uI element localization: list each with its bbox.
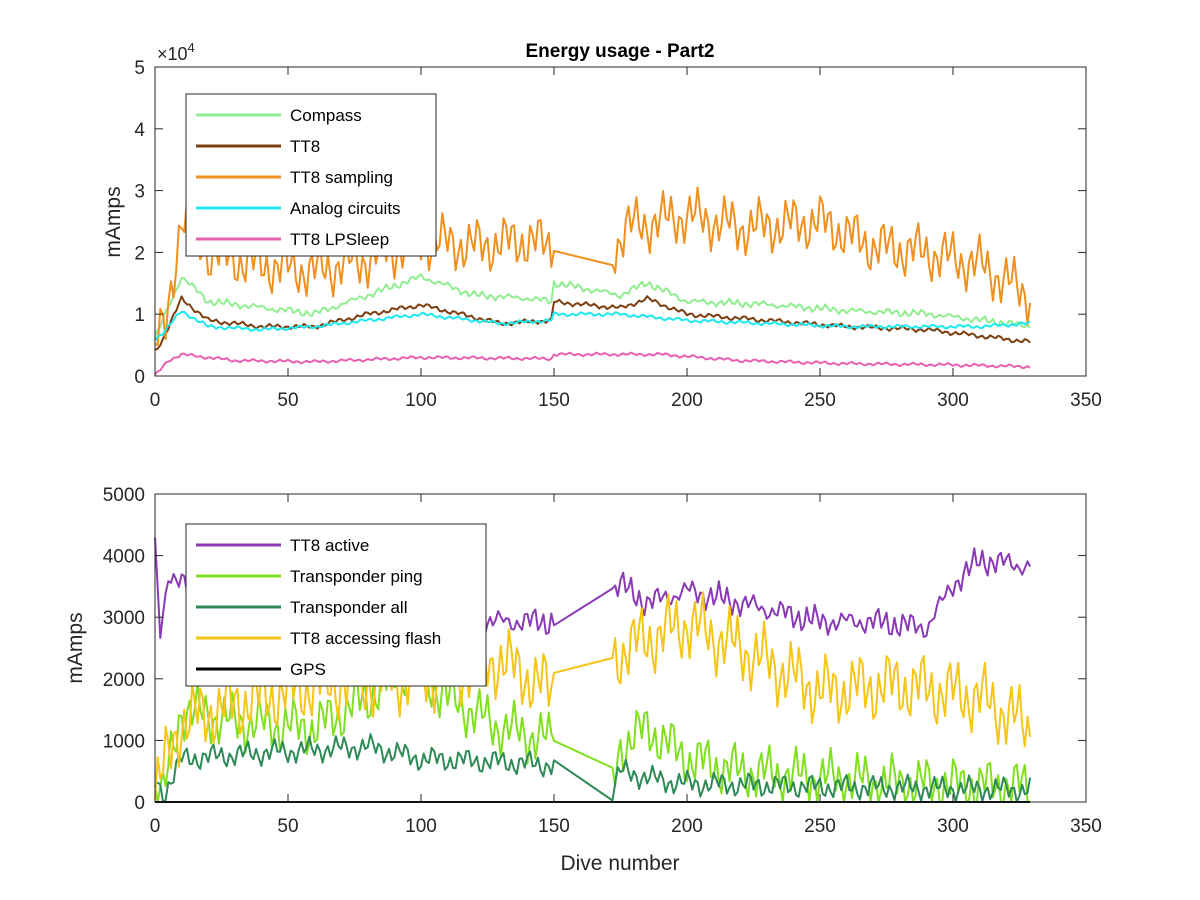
bottom-series-line-3: [154, 733, 1032, 803]
top-y-tick-label: 4: [134, 120, 145, 141]
top-series-line-4: [154, 310, 1031, 342]
top-legend-box: [185, 93, 437, 257]
bottom-legend-label: Transponder all: [290, 598, 408, 617]
top-ticks: 0 50 100 150 200 250 300 350 0 1 2 3 4 5: [134, 58, 1101, 411]
bottom-x-tick-label: 100: [405, 816, 437, 837]
bottom-y-tick-label: 0: [134, 793, 145, 814]
bottom-ticks: 0 50 100 150 200 250 300 350 0 1000 2000 3000 4000 50…: [103, 485, 1102, 837]
bottom-x-tick-label: 300: [937, 816, 969, 837]
top-x-tick-label: 0: [150, 390, 161, 411]
top-x-tick-label: 50: [277, 390, 298, 411]
bottom-legend-label: TT8 active: [290, 536, 369, 555]
y-exponent-label: ×104: [157, 40, 195, 64]
top-y-tick-label: 5: [134, 58, 145, 79]
top-x-tick-label: 350: [1070, 390, 1102, 411]
bottom-legend-box: [185, 523, 487, 687]
bottom-series-line-2: [154, 648, 1031, 803]
bottom-x-tick-label: 350: [1070, 816, 1102, 837]
bottom-x-tick-label: 200: [671, 816, 703, 837]
top-y-tick-label: 3: [134, 182, 145, 203]
top-y-tick-label: 0: [134, 367, 145, 388]
top-y-tick-label: 1: [134, 305, 145, 326]
bottom-x-tick-label: 250: [804, 816, 836, 837]
bottom-x-tick-label: 50: [277, 816, 298, 837]
top-series-lines: [154, 186, 1032, 376]
top-legend-label: TT8: [290, 137, 320, 156]
top-legend-label: Analog circuits: [290, 199, 401, 218]
bottom-y-tick-label: 4000: [103, 547, 145, 568]
bottom-y-tick-label: 5000: [103, 485, 145, 506]
top-legend-label: TT8 LPSleep: [290, 230, 389, 249]
bottom-y-axis-label: mAmps: [64, 612, 87, 683]
top-y-tick-label: 2: [134, 243, 145, 264]
top-legend-label: TT8 sampling: [290, 168, 393, 187]
top-x-tick-label: 300: [937, 390, 969, 411]
bottom-legend-label: TT8 accessing flash: [290, 629, 441, 648]
top-x-tick-label: 200: [671, 390, 703, 411]
top-x-tick-label: 250: [804, 390, 836, 411]
x-axis-label: Dive number: [560, 852, 679, 875]
top-legend-label: Compass: [290, 106, 362, 125]
bottom-y-tick-label: 2000: [103, 670, 145, 691]
bottom-legend: TT8 active Transponder ping Transponder al…: [185, 523, 487, 687]
top-series-line-1: [154, 273, 1031, 338]
bottom-legend-label: Transponder ping: [290, 567, 423, 586]
bottom-axes: 0 50 100 150 200 250 300 350 0 1000 2000 3000 4000 50…: [64, 485, 1102, 875]
bottom-y-tick-label: 3000: [103, 608, 145, 629]
top-y-axis-label: mAmps: [102, 186, 125, 257]
top-series-line-3: [154, 186, 1032, 347]
bottom-x-tick-label: 150: [538, 816, 570, 837]
top-axes-box: [154, 66, 1087, 377]
bottom-legend-label: GPS: [290, 660, 326, 679]
top-series-line-5: [154, 351, 1031, 376]
bottom-x-tick-label: 0: [150, 816, 161, 837]
bottom-axes-box: [154, 493, 1087, 803]
top-legend: Compass TT8 TT8 sampling Analog circuits TT8…: [185, 93, 437, 257]
chart-title: Energy usage - Part2: [525, 41, 714, 62]
top-x-tick-label: 100: [405, 390, 437, 411]
top-axes: 0 50 100 150 200 250 300 350 0 1 2 3 4 5 Energy usage…: [102, 40, 1102, 411]
bottom-y-tick-label: 1000: [103, 731, 145, 752]
top-x-tick-label: 150: [538, 390, 570, 411]
